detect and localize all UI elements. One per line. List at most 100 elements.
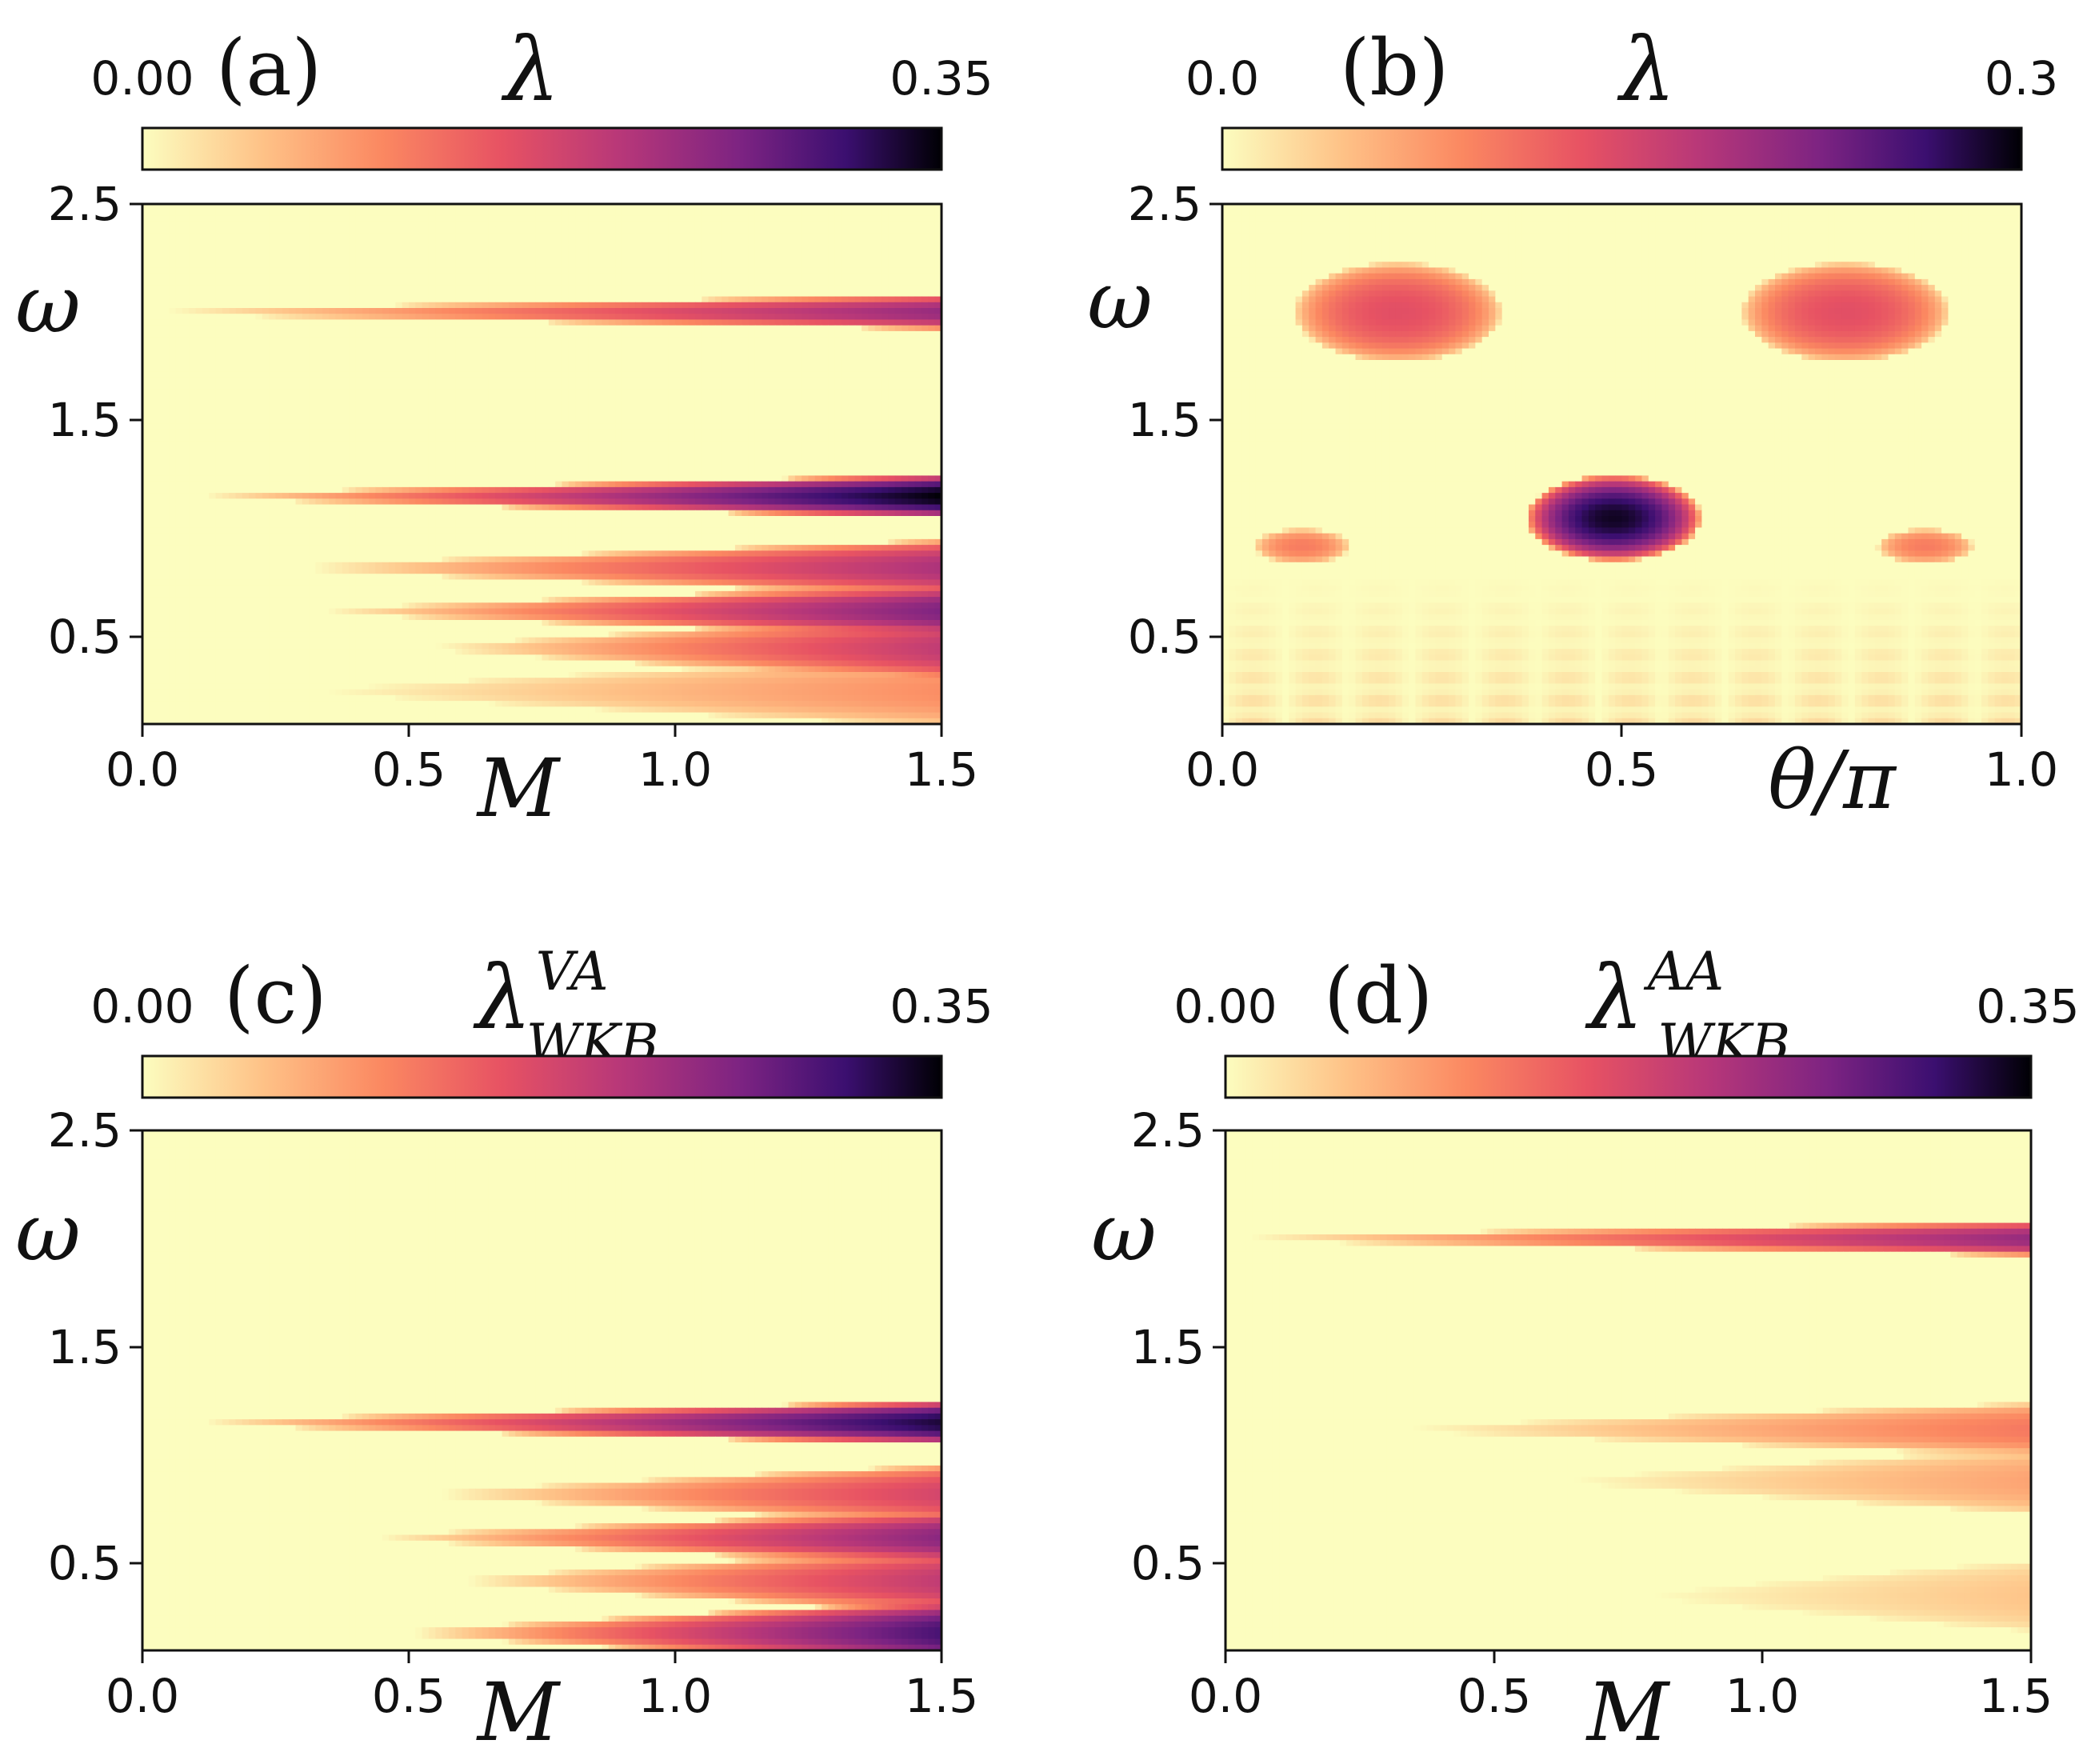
heatmap-cell — [635, 250, 642, 257]
heatmap-cell — [269, 227, 276, 234]
heatmap-cell — [749, 215, 756, 222]
heatmap-cell — [682, 245, 689, 251]
heatmap-cell — [269, 210, 276, 216]
heatmap-cell — [602, 210, 609, 216]
heatmap-cell — [649, 238, 656, 245]
panel-a-colorbar-min: 0.00 — [90, 51, 194, 106]
heatmap-cell — [469, 245, 476, 251]
heatmap-cell — [615, 250, 622, 257]
heatmap-cell — [695, 227, 702, 234]
heatmap-cell — [176, 245, 183, 251]
heatmap-cell — [469, 222, 476, 228]
heatmap-cell — [315, 227, 322, 234]
heatmap-cell — [702, 222, 709, 228]
heatmap-cell — [789, 210, 796, 216]
heatmap-cell — [349, 245, 356, 251]
heatmap-cell — [522, 238, 530, 245]
heatmap-cell — [236, 245, 243, 251]
heatmap-cell — [669, 245, 676, 251]
heatmap-cell — [349, 215, 356, 222]
heatmap-cell — [655, 215, 662, 222]
heatmap-cell — [589, 222, 596, 228]
heatmap-cell — [722, 250, 729, 257]
heatmap-cell — [542, 227, 550, 234]
heatmap-cell — [742, 210, 749, 216]
heatmap-cell — [782, 238, 789, 245]
heatmap-cell — [549, 210, 556, 216]
heatmap-cell — [709, 215, 716, 222]
heatmap-cell — [169, 233, 176, 239]
heatmap-cell — [415, 222, 422, 228]
heatmap-cell — [782, 222, 789, 228]
heatmap-cell — [862, 245, 869, 251]
heatmap-cell — [622, 227, 629, 234]
heatmap-cell — [429, 215, 436, 222]
heatmap-cell — [622, 233, 629, 239]
heatmap-cell — [382, 233, 390, 239]
heatmap-cell — [295, 245, 302, 251]
heatmap-cell — [815, 250, 822, 257]
heatmap-cell — [362, 210, 370, 216]
heatmap-cell — [389, 245, 396, 251]
heatmap-cell — [229, 250, 236, 257]
heatmap-cell — [715, 222, 722, 228]
heatmap-cell — [156, 210, 163, 216]
heatmap-cell — [355, 227, 362, 234]
heatmap-cell — [242, 222, 250, 228]
heatmap-cell — [675, 227, 682, 234]
heatmap-cell — [928, 222, 935, 228]
heatmap-cell — [402, 233, 410, 239]
heatmap-cell — [569, 215, 576, 222]
heatmap-cell — [149, 233, 156, 239]
heatmap-cell — [555, 238, 562, 245]
heatmap-cell — [702, 250, 709, 257]
heatmap-cell — [908, 233, 915, 239]
heatmap-cell — [682, 210, 689, 216]
heatmap-cell — [769, 215, 776, 222]
heatmap-cell — [249, 222, 256, 228]
heatmap-cell — [575, 238, 582, 245]
heatmap-cell — [342, 250, 350, 257]
heatmap-cell — [222, 238, 230, 245]
heatmap-cell — [755, 233, 762, 239]
heatmap-cell — [875, 222, 882, 228]
heatmap-cell — [915, 233, 922, 239]
heatmap-cell — [455, 233, 462, 239]
heatmap-cell — [395, 227, 402, 234]
heatmap-cell — [802, 210, 809, 216]
heatmap-cell — [828, 227, 835, 234]
heatmap-cell — [862, 250, 869, 257]
heatmap-cell — [156, 227, 163, 234]
heatmap-cell — [322, 245, 330, 251]
heatmap-cell — [729, 238, 736, 245]
heatmap-cell — [549, 233, 556, 239]
heatmap-cell — [815, 215, 822, 222]
heatmap-cell — [435, 215, 442, 222]
heatmap-cell — [189, 215, 196, 222]
heatmap-cell — [382, 215, 390, 222]
heatmap-cell — [649, 245, 656, 251]
heatmap-cell — [789, 215, 796, 222]
heatmap-cell — [802, 245, 809, 251]
heatmap-cell — [842, 222, 849, 228]
heatmap-cell — [522, 222, 530, 228]
heatmap-cell — [595, 233, 602, 239]
heatmap-cell — [282, 222, 290, 228]
heatmap-cell — [162, 210, 170, 216]
heatmap-cell — [249, 215, 256, 222]
heatmap-cell — [409, 215, 416, 222]
heatmap-cell — [276, 238, 283, 245]
heatmap-cell — [609, 215, 616, 222]
heatmap-cell — [689, 222, 696, 228]
heatmap-cell — [622, 222, 629, 228]
heatmap-cell — [482, 250, 490, 257]
heatmap-cell — [769, 210, 776, 216]
heatmap-cell — [715, 245, 722, 251]
heatmap-cell — [429, 222, 436, 228]
heatmap-cell — [196, 245, 203, 251]
heatmap-cell — [329, 210, 336, 216]
heatmap-cell — [249, 238, 256, 245]
heatmap-cell — [809, 210, 816, 216]
heatmap-cell — [502, 250, 510, 257]
heatmap-cell — [908, 238, 915, 245]
